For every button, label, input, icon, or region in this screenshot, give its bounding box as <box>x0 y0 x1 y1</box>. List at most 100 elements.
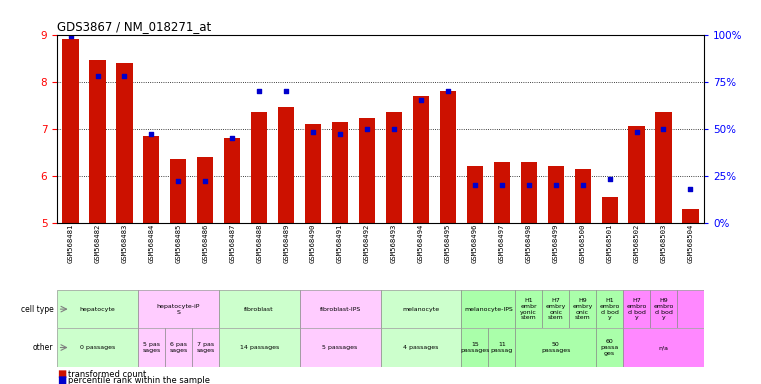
Text: percentile rank within the sample: percentile rank within the sample <box>68 376 211 384</box>
Bar <box>543 290 569 328</box>
Point <box>415 98 427 104</box>
Bar <box>548 166 564 223</box>
Bar <box>596 290 623 328</box>
Bar <box>305 124 321 223</box>
Point <box>253 88 266 94</box>
Bar <box>219 290 300 328</box>
Text: 5 passages: 5 passages <box>323 345 358 350</box>
Bar <box>515 290 543 328</box>
Bar <box>569 290 596 328</box>
Text: 4 passages: 4 passages <box>403 345 438 350</box>
Bar <box>57 290 138 328</box>
Text: GSM568502: GSM568502 <box>634 224 639 263</box>
Bar <box>494 162 510 223</box>
Bar <box>192 328 219 367</box>
Text: GSM568481: GSM568481 <box>68 224 74 263</box>
Bar <box>219 328 300 367</box>
Bar <box>623 328 704 367</box>
Point <box>442 88 454 94</box>
Text: H1
embro
d bod
y: H1 embro d bod y <box>600 298 619 320</box>
Text: melanocyte-IPS: melanocyte-IPS <box>464 306 513 312</box>
Text: ■: ■ <box>57 375 66 384</box>
Bar <box>300 290 380 328</box>
Point <box>603 176 616 182</box>
Text: hepatocyte: hepatocyte <box>80 306 116 312</box>
Bar <box>57 328 138 367</box>
Text: cell type: cell type <box>21 305 53 314</box>
Bar <box>440 91 456 223</box>
Text: n/a: n/a <box>658 345 668 350</box>
Text: GSM568482: GSM568482 <box>94 224 100 263</box>
Text: GSM568489: GSM568489 <box>283 224 289 263</box>
Bar <box>332 122 348 223</box>
Point <box>307 129 319 136</box>
Bar <box>278 108 295 223</box>
Point <box>119 73 131 79</box>
Point <box>388 126 400 132</box>
Text: GSM568491: GSM568491 <box>337 224 343 263</box>
Point <box>469 182 481 188</box>
Text: GSM568499: GSM568499 <box>552 224 559 263</box>
Text: GSM568484: GSM568484 <box>148 224 154 263</box>
Text: H7
embry
onic
stem: H7 embry onic stem <box>546 298 566 320</box>
Bar <box>623 290 650 328</box>
Bar <box>251 112 267 223</box>
Text: 50
passages: 50 passages <box>541 342 571 353</box>
Point <box>91 73 103 79</box>
Point <box>65 33 77 40</box>
Point <box>577 182 589 188</box>
Text: 14 passages: 14 passages <box>240 345 279 350</box>
Text: GSM568495: GSM568495 <box>445 224 451 263</box>
Bar <box>224 138 240 223</box>
Bar <box>165 328 192 367</box>
Text: hepatocyte-iP
S: hepatocyte-iP S <box>157 304 200 314</box>
Point <box>172 178 184 184</box>
Bar <box>380 328 461 367</box>
Text: GSM568494: GSM568494 <box>418 224 424 263</box>
Text: GSM568493: GSM568493 <box>391 224 397 263</box>
Point <box>226 135 238 141</box>
Bar <box>461 290 515 328</box>
Text: GSM568492: GSM568492 <box>364 224 370 263</box>
Text: 5 pas
sages: 5 pas sages <box>142 342 161 353</box>
Text: fibroblast: fibroblast <box>244 306 274 312</box>
Bar <box>386 112 402 223</box>
Text: GSM568487: GSM568487 <box>229 224 235 263</box>
Bar <box>138 328 165 367</box>
Text: ■: ■ <box>57 369 66 379</box>
Text: 0 passages: 0 passages <box>80 345 115 350</box>
Bar <box>138 290 219 328</box>
Point <box>684 186 696 192</box>
Bar <box>461 328 489 367</box>
Bar <box>300 328 380 367</box>
Text: GSM568501: GSM568501 <box>607 224 613 263</box>
Bar <box>466 166 483 223</box>
Bar <box>62 39 78 223</box>
Point <box>280 88 292 94</box>
Text: 6 pas
sages: 6 pas sages <box>169 342 187 353</box>
Bar <box>90 60 106 223</box>
Text: GSM568496: GSM568496 <box>472 224 478 263</box>
Text: GSM568488: GSM568488 <box>256 224 263 263</box>
Bar <box>521 162 537 223</box>
Point <box>658 126 670 132</box>
Text: GSM568498: GSM568498 <box>526 224 532 263</box>
Point <box>495 182 508 188</box>
Bar <box>489 328 515 367</box>
Text: 7 pas
sages: 7 pas sages <box>196 342 215 353</box>
Point <box>523 182 535 188</box>
Bar <box>515 328 596 367</box>
Point <box>334 131 346 137</box>
Point <box>361 126 373 132</box>
Text: GDS3867 / NM_018271_at: GDS3867 / NM_018271_at <box>57 20 212 33</box>
Text: 11
passag: 11 passag <box>491 342 513 353</box>
Text: GSM568483: GSM568483 <box>122 224 127 263</box>
Text: GSM568497: GSM568497 <box>498 224 505 263</box>
Text: transformed count: transformed count <box>68 369 147 379</box>
Text: GSM568503: GSM568503 <box>661 224 667 263</box>
Bar <box>650 290 677 328</box>
Text: other: other <box>33 343 53 352</box>
Bar <box>380 290 461 328</box>
Bar <box>170 159 186 223</box>
Text: H9
embro
d bod
y: H9 embro d bod y <box>653 298 673 320</box>
